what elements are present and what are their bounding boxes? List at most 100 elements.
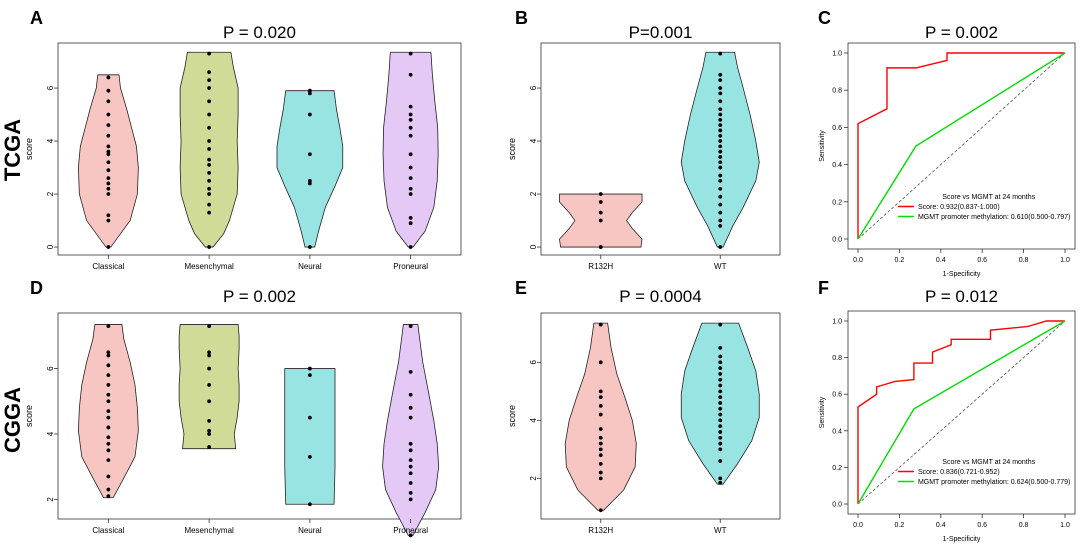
data-point (207, 419, 212, 423)
data-point (408, 369, 413, 374)
data-point (307, 415, 312, 420)
y-tick-label: 0 (46, 244, 55, 249)
data-point (106, 383, 111, 387)
diagonal-reference-line (857, 52, 1066, 240)
data-point (106, 160, 111, 165)
data-point (718, 155, 723, 159)
data-point (718, 112, 723, 117)
data-point (207, 70, 212, 75)
x-tick-label: 0.6 (977, 522, 987, 529)
data-point (718, 345, 723, 350)
data-point (207, 245, 212, 249)
y-tick-label: 6 (46, 366, 55, 371)
data-point (718, 223, 723, 228)
legend-title: Score vs MGMT at 24 months (942, 194, 1035, 201)
y-tick-label: 0.6 (832, 392, 842, 399)
legend-entry: MGMT promoter methylation: 0.624(0.500-0… (918, 479, 1070, 486)
data-point (106, 487, 111, 492)
data-point (598, 476, 603, 481)
data-point (718, 406, 723, 411)
y-tick-label: 0.0 (832, 237, 842, 244)
data-point (207, 112, 212, 117)
y-tick-label: 2 (46, 497, 55, 502)
legend-entry: Score: 0.836(0.721-0.952) (918, 469, 1000, 476)
data-point (207, 202, 212, 207)
data-point (307, 91, 312, 96)
data-point (718, 210, 723, 215)
data-point (106, 392, 111, 397)
data-point (718, 202, 723, 207)
legend-title: Score vs MGMT at 24 months (942, 459, 1035, 466)
data-point (408, 117, 413, 122)
data-point (106, 218, 111, 223)
data-point (207, 139, 212, 143)
data-point (718, 139, 723, 143)
data-point (598, 360, 603, 365)
data-point (207, 428, 212, 433)
data-point (718, 447, 723, 452)
panel-letter: D (30, 278, 43, 298)
data-point (718, 389, 723, 394)
data-point (207, 399, 212, 404)
data-point (718, 441, 723, 446)
x-tick-label: R132H (588, 262, 613, 271)
data-point (207, 210, 212, 215)
x-tick-label: 0.0 (853, 257, 863, 264)
data-point (598, 435, 603, 440)
data-point (106, 415, 111, 420)
data-point (307, 88, 312, 93)
panel-title: P = 0.012 (925, 287, 998, 306)
x-tick-label: 0.8 (1019, 522, 1029, 529)
data-point (408, 324, 413, 328)
data-point (718, 218, 723, 223)
data-point (106, 144, 111, 149)
data-point (106, 245, 111, 249)
data-point (207, 324, 212, 328)
data-point (106, 99, 111, 104)
data-point (718, 123, 723, 128)
legend-entry: MGMT promoter methylation: 0.610(0.500-0… (918, 214, 1070, 221)
data-point (106, 176, 111, 181)
violin-neural (276, 90, 344, 248)
data-point (718, 366, 723, 371)
x-tick-label: 0.2 (895, 257, 905, 264)
data-point (408, 125, 413, 130)
data-point (598, 447, 603, 452)
data-point (207, 147, 212, 151)
data-point (718, 107, 723, 112)
data-point (408, 481, 413, 485)
data-point (718, 133, 723, 138)
data-point (408, 448, 413, 453)
data-point (307, 178, 312, 183)
data-point (718, 412, 723, 417)
panel-d: D P = 0.002 score 2 4 6 Classical Mesenchymal Ne… (24, 278, 462, 538)
data-point (207, 178, 212, 183)
y-axis-label: Sensitivity (819, 396, 826, 428)
data-point (598, 453, 603, 458)
data-point (718, 72, 723, 77)
y-axis-label: score (24, 405, 34, 427)
violin-r132h (564, 322, 637, 511)
data-point (207, 383, 212, 387)
y-tick-label: 1.0 (832, 319, 842, 326)
data-point (106, 373, 111, 378)
data-point (598, 389, 603, 394)
data-point (598, 322, 603, 327)
data-point (408, 216, 413, 220)
data-point (207, 445, 212, 449)
panel-e: E P = 0.0004 score 2 4 6 R132H WT (507, 278, 781, 535)
y-tick-label: 2 (529, 191, 538, 196)
data-point (408, 51, 413, 56)
panel-letter: E (515, 278, 527, 298)
data-point (106, 448, 111, 453)
data-point (408, 72, 413, 77)
x-axis-label: 1-Specificity (943, 271, 981, 278)
data-point (408, 192, 413, 196)
data-point (408, 533, 413, 538)
data-point (408, 490, 413, 495)
data-point (106, 441, 111, 446)
data-point (106, 324, 111, 328)
data-point (718, 144, 723, 149)
data-point (718, 99, 723, 104)
